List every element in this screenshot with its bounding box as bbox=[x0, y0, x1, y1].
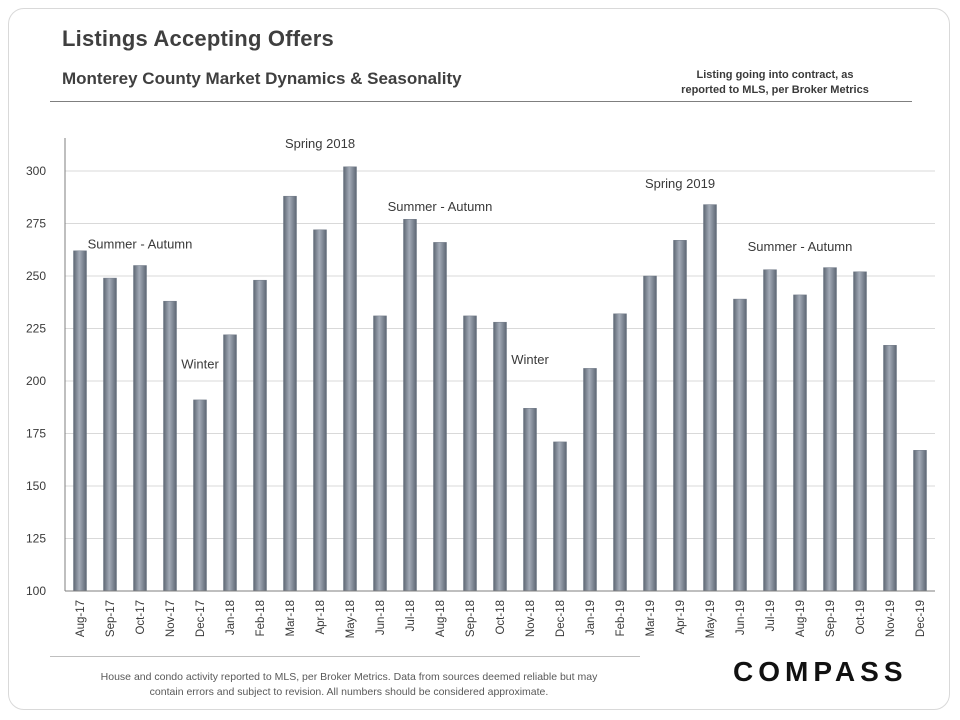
y-tick-label-250: 250 bbox=[26, 269, 46, 283]
bar-series bbox=[73, 166, 927, 592]
bar-Dec-19 bbox=[913, 450, 927, 592]
y-tick-label-200: 200 bbox=[26, 374, 46, 388]
x-tick-label-Apr-18: Apr-18 bbox=[315, 600, 327, 635]
bar-May-19 bbox=[703, 204, 717, 592]
bar-Nov-19 bbox=[883, 345, 897, 592]
x-tick-label-Jan-19: Jan-19 bbox=[585, 600, 597, 635]
x-tick-label-Jul-18: Jul-18 bbox=[405, 600, 417, 631]
bar-May-18 bbox=[343, 166, 357, 592]
bar-Oct-18 bbox=[493, 321, 507, 592]
source-note-line-1: Listing going into contract, as bbox=[696, 69, 854, 81]
annotation-label-5: Winter bbox=[511, 352, 549, 367]
x-tick-label-Feb-18: Feb-18 bbox=[255, 600, 267, 636]
annotation-label-1: Summer - Autumn bbox=[88, 237, 193, 252]
x-tick-label-Nov-17: Nov-17 bbox=[165, 600, 177, 637]
x-tick-label-Nov-19: Nov-19 bbox=[885, 600, 897, 637]
disclaimer-line-1: House and condo activity reported to MLS… bbox=[100, 671, 598, 683]
bar-Sep-18 bbox=[463, 315, 477, 592]
footer-divider bbox=[50, 656, 640, 657]
bar-Dec-18 bbox=[553, 441, 567, 592]
annotation-label-7: Summer - Autumn bbox=[748, 239, 853, 254]
bar-Aug-18 bbox=[433, 242, 447, 592]
bar-Apr-19 bbox=[673, 240, 687, 592]
x-tick-label-Aug-17: Aug-17 bbox=[75, 600, 87, 637]
x-tick-label-Dec-17: Dec-17 bbox=[195, 600, 207, 637]
bar-Jun-19 bbox=[733, 298, 747, 592]
bar-Jan-18 bbox=[223, 334, 237, 592]
x-tick-label-Nov-18: Nov-18 bbox=[525, 600, 537, 637]
x-tick-label-Oct-18: Oct-18 bbox=[495, 600, 507, 635]
annotations: Summer - Autumn Winter Spring 2018 Summer -… bbox=[88, 136, 853, 372]
y-tick-label-100: 100 bbox=[26, 584, 46, 598]
x-tick-label-Jun-19: Jun-19 bbox=[735, 600, 747, 635]
annotation-label-3: Spring 2018 bbox=[285, 136, 355, 151]
x-tick-label-Feb-19: Feb-19 bbox=[615, 600, 627, 636]
bar-Nov-18 bbox=[523, 408, 537, 592]
bar-Nov-17 bbox=[163, 300, 177, 592]
x-tick-label-Oct-17: Oct-17 bbox=[135, 600, 147, 635]
x-tick-label-Jun-18: Jun-18 bbox=[375, 600, 387, 635]
x-tick-label-Aug-18: Aug-18 bbox=[435, 600, 447, 637]
x-tick-label-Mar-19: Mar-19 bbox=[645, 600, 657, 636]
bar-Oct-19 bbox=[853, 271, 867, 592]
header-divider bbox=[50, 101, 912, 102]
bar-Jul-18 bbox=[403, 219, 417, 592]
bar-Sep-19 bbox=[823, 267, 837, 592]
page-title: Listings Accepting Offers bbox=[62, 26, 334, 51]
bar-Sep-17 bbox=[103, 277, 117, 592]
x-tick-label-Jul-19: Jul-19 bbox=[765, 600, 777, 631]
source-note: Listing going into contract, as reported… bbox=[660, 68, 890, 98]
bar-Jun-18 bbox=[373, 315, 387, 592]
bar-Oct-17 bbox=[133, 265, 147, 592]
y-tick-label-300: 300 bbox=[26, 164, 46, 178]
y-tick-label-175: 175 bbox=[26, 427, 46, 441]
x-tick-label-May-18: May-18 bbox=[345, 600, 357, 638]
page-subtitle: Monterey County Market Dynamics & Season… bbox=[62, 69, 462, 88]
x-tick-label-Apr-19: Apr-19 bbox=[675, 600, 687, 635]
y-tick-label-275: 275 bbox=[26, 217, 46, 231]
bar-chart: 100 125 150 175 200 225 250 275 300 Aug-17 Sep-17 O… bbox=[26, 136, 935, 638]
disclaimer-line-2: contain errors and subject to revision. … bbox=[149, 686, 549, 698]
x-tick-label-Sep-18: Sep-18 bbox=[465, 600, 477, 637]
x-tick-label-Sep-17: Sep-17 bbox=[105, 600, 117, 637]
y-tick-label-225: 225 bbox=[26, 322, 46, 336]
bar-Jan-19 bbox=[583, 368, 597, 592]
annotation-label-6: Spring 2019 bbox=[645, 176, 715, 191]
compass-logo: COMPASS bbox=[733, 656, 908, 687]
axes: 100 125 150 175 200 225 250 275 300 Aug-17 Sep-17 O… bbox=[26, 138, 935, 638]
x-tick-label-May-19: May-19 bbox=[705, 600, 717, 638]
bar-Feb-18 bbox=[253, 279, 267, 592]
y-tick-label-125: 125 bbox=[26, 532, 46, 546]
x-tick-label-Aug-19: Aug-19 bbox=[795, 600, 807, 637]
bar-Jul-19 bbox=[763, 269, 777, 592]
bar-Aug-19 bbox=[793, 294, 807, 592]
x-tick-label-Dec-18: Dec-18 bbox=[555, 600, 567, 637]
bar-Feb-19 bbox=[613, 313, 627, 592]
bar-Apr-18 bbox=[313, 229, 327, 592]
annotation-label-4: Summer - Autumn bbox=[388, 199, 493, 214]
y-tick-label-150: 150 bbox=[26, 479, 46, 493]
x-tick-label-Mar-18: Mar-18 bbox=[285, 600, 297, 636]
x-tick-label-Dec-19: Dec-19 bbox=[915, 600, 927, 637]
bar-Aug-17 bbox=[73, 250, 87, 592]
annotation-label-2: Winter bbox=[181, 356, 219, 371]
disclaimer: House and condo activity reported to MLS… bbox=[44, 670, 654, 700]
x-tick-label-Sep-19: Sep-19 bbox=[825, 600, 837, 637]
x-tick-label-Oct-19: Oct-19 bbox=[855, 600, 867, 635]
bar-Dec-17 bbox=[193, 399, 207, 592]
source-note-line-2: reported to MLS, per Broker Metrics bbox=[681, 84, 869, 96]
slide-frame bbox=[8, 8, 950, 710]
x-tick-label-Jan-18: Jan-18 bbox=[225, 600, 237, 635]
bar-Mar-19 bbox=[643, 275, 657, 592]
bar-Mar-18 bbox=[283, 195, 297, 592]
